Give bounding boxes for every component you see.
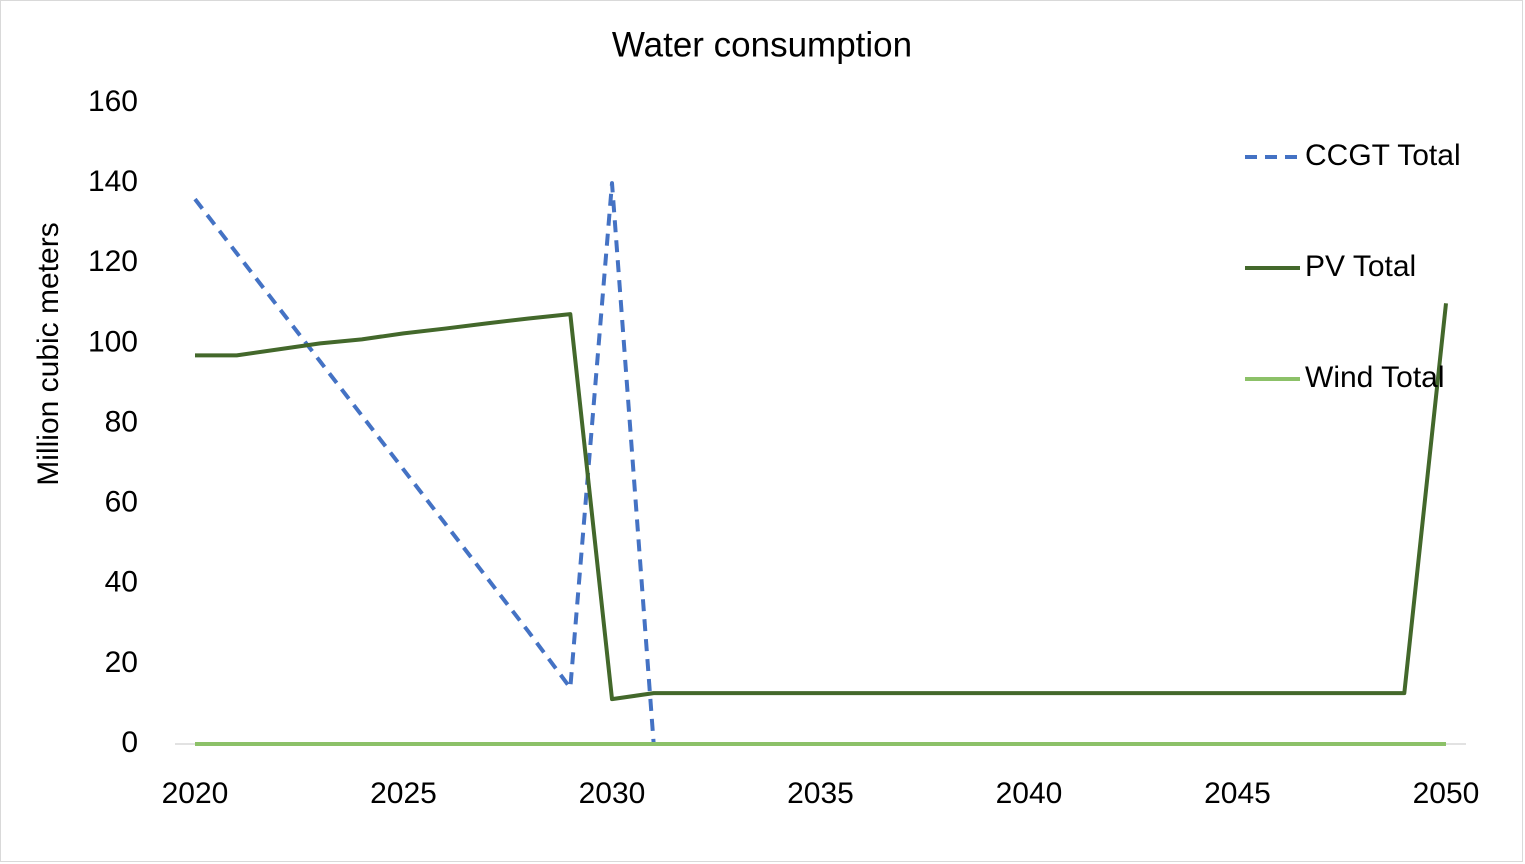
legend-label: Wind Total [1305,361,1445,394]
legend-label: PV Total [1305,250,1416,283]
y-tick-label: 160 [88,85,138,118]
y-tick-label: 80 [105,405,138,438]
x-tick-label: 2050 [1413,777,1480,810]
line-series [195,303,1448,702]
x-tick-label: 2045 [1204,777,1271,810]
y-tick-label: 20 [105,646,138,679]
chart-title: Water consumption [612,25,912,64]
legend-label: CCGT Total [1305,139,1461,172]
y-axis-label: Million cubic meters [32,222,65,485]
y-tick-label: 100 [88,325,138,358]
y-tick-label: 0 [121,726,138,759]
y-tick-label: 140 [88,165,138,198]
x-tick-label: 2025 [370,777,437,810]
x-tick-label: 2020 [162,777,229,810]
x-tick-label: 2040 [996,777,1063,810]
y-tick-label: 40 [105,566,138,599]
y-tick-label: 120 [88,245,138,278]
y-tick-label: 60 [105,486,138,519]
x-tick-label: 2035 [787,777,854,810]
x-tick-label: 2030 [579,777,646,810]
